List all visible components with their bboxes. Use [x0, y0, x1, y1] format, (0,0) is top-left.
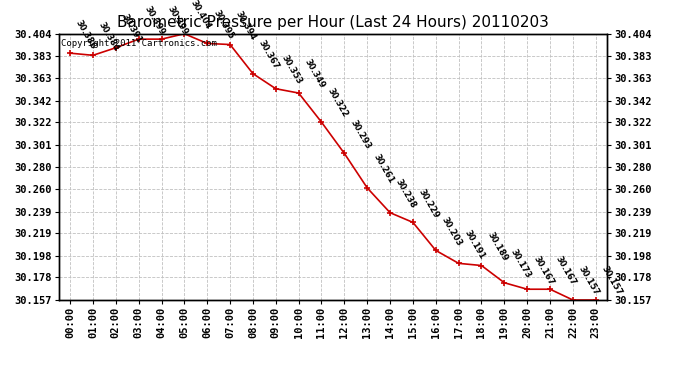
Text: 30.384: 30.384: [97, 20, 121, 53]
Text: 30.191: 30.191: [463, 228, 486, 261]
Text: 30.399: 30.399: [143, 4, 166, 36]
Text: 30.386: 30.386: [75, 18, 98, 50]
Text: 30.229: 30.229: [417, 187, 441, 220]
Text: 30.203: 30.203: [440, 215, 464, 248]
Text: 30.189: 30.189: [486, 230, 509, 263]
Text: 30.261: 30.261: [371, 153, 395, 185]
Text: 30.391: 30.391: [120, 13, 144, 45]
Text: 30.157: 30.157: [577, 265, 601, 297]
Text: 30.167: 30.167: [554, 254, 578, 286]
Text: 30.353: 30.353: [280, 54, 304, 86]
Text: 30.238: 30.238: [394, 178, 418, 210]
Text: Copyright 2011 Cartronics.com: Copyright 2011 Cartronics.com: [61, 39, 217, 48]
Text: 30.157: 30.157: [600, 265, 624, 297]
Text: 30.173: 30.173: [509, 248, 533, 280]
Text: 30.167: 30.167: [531, 254, 555, 286]
Title: Barometric Pressure per Hour (Last 24 Hours) 20110203: Barometric Pressure per Hour (Last 24 Ho…: [117, 15, 549, 30]
Text: 30.395: 30.395: [211, 8, 235, 40]
Text: 30.404: 30.404: [188, 0, 213, 31]
Text: 30.322: 30.322: [326, 87, 350, 119]
Text: 30.399: 30.399: [166, 4, 190, 36]
Text: 30.293: 30.293: [348, 118, 373, 151]
Text: 30.349: 30.349: [303, 58, 326, 90]
Text: 30.394: 30.394: [234, 9, 258, 42]
Text: 30.367: 30.367: [257, 39, 281, 71]
